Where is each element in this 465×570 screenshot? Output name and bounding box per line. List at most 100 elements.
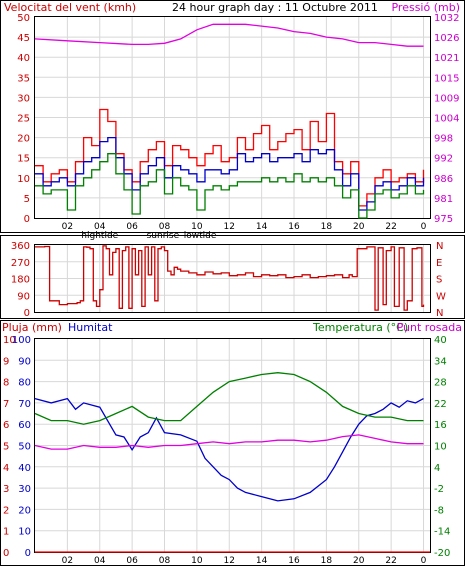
temperature-right-tick-label: 28	[434, 378, 447, 389]
humidity-label: Humitat	[68, 321, 113, 334]
humidity-x-tick-label: 06	[126, 556, 138, 566]
rain-rain-tick-label: 2	[3, 505, 9, 516]
wind-left-tick-label: 5	[24, 194, 30, 205]
wind-x-tick-label: 22	[385, 222, 396, 232]
rain-rain-tick-label: 9	[3, 356, 9, 367]
humidity-left-tick-label: 50	[18, 442, 31, 453]
humidity-x-tick-label: 0	[421, 556, 427, 566]
wind-left-tick-label: 20	[17, 134, 30, 145]
rain-rain-tick-label: 7	[3, 399, 9, 410]
wind-event-lowtide: lowtide	[184, 231, 217, 241]
wind-left-tick-label: 45	[17, 33, 30, 44]
wind-x-tick-label: 16	[288, 222, 300, 232]
pressure-right-tick-label: 1021	[434, 53, 459, 64]
grid-layer	[35, 17, 430, 552]
wind-left-tick-label: 25	[17, 114, 30, 125]
direction-left-tick-label: 270	[11, 258, 30, 269]
wind-series-average	[35, 136, 425, 211]
humidity-left-tick-label: 80	[18, 378, 31, 389]
direction-plot-area	[34, 244, 431, 313]
wind-left-tick-label: 35	[17, 73, 30, 84]
wind-x-tick-label: 08	[159, 222, 171, 232]
humidity-left-tick-label: 70	[18, 399, 31, 410]
humidity-x-tick-label: 12	[224, 556, 235, 566]
humidity-left-tick-label: 20	[18, 505, 31, 516]
direction-left-tick-label: 0	[24, 308, 30, 319]
compass-right-tick-label: N	[436, 241, 443, 252]
graph-title: 24 hour graph day : 11 Octubre 2011	[172, 1, 378, 14]
pressure-right-tick-label: 975	[434, 214, 453, 225]
wind-x-tick-label: 06	[126, 222, 138, 232]
wind-event-sunrise: sunrise	[147, 231, 180, 241]
rain-rain-tick-label: 10	[3, 335, 16, 346]
temperature-right-tick-label: 16	[434, 420, 447, 431]
direction-series	[35, 245, 425, 311]
wind-series-low	[35, 153, 425, 219]
wind-x-tick-label: 02	[62, 222, 73, 232]
pressure-right-tick-label: 1026	[434, 33, 459, 44]
wind-x-tick-label: 20	[353, 222, 365, 232]
humidity-panel-series-1	[34, 397, 424, 502]
pressure-label: Pressió (mb)	[391, 1, 460, 14]
temperature-right-tick-label: 40	[434, 335, 447, 346]
pressure-right-tick-label: 981	[434, 194, 453, 205]
wind-x-tick-label: 12	[224, 222, 235, 232]
wind-x-tick-label: 0	[421, 222, 427, 232]
pressure-right-tick-label: 992	[434, 154, 453, 165]
direction-left-tick-label: 90	[17, 291, 30, 302]
wind-left-tick-label: 50	[17, 13, 30, 24]
wind-left-tick-label: 30	[17, 93, 30, 104]
rain-rain-tick-label: 1	[3, 527, 9, 538]
dew-point-label: Punt rosada	[397, 321, 462, 334]
wind-left-tick-label: 40	[17, 53, 30, 64]
humidity-x-tick-label: 08	[159, 556, 171, 566]
temperature-right-tick-label: -2	[434, 484, 444, 495]
wind-x-tick-label: 10	[191, 222, 203, 232]
pressure-right-tick-label: 1015	[434, 73, 459, 84]
humidity-left-tick-label: 10	[18, 527, 31, 538]
humidity-x-tick-label: 04	[94, 556, 106, 566]
rain-rain-tick-label: 5	[3, 442, 9, 453]
humidity-x-tick-label: 16	[288, 556, 300, 566]
humidity-x-tick-label: 02	[62, 556, 73, 566]
humidity-left-tick-label: 0	[25, 548, 31, 559]
humidity-left-tick-label: 40	[18, 463, 31, 474]
direction-left-tick-label: 180	[11, 275, 30, 286]
rain-rain-tick-label: 6	[3, 420, 9, 431]
humidity-left-tick-label: 100	[12, 335, 31, 346]
wind-x-tick-label: 18	[321, 222, 333, 232]
direction-left-tick-label: 360	[11, 241, 30, 252]
wind-x-tick-label: 04	[94, 222, 106, 232]
rain-rain-tick-label: 8	[3, 378, 9, 389]
wind-left-tick-label: 10	[17, 174, 30, 185]
wind-speed-label: Velocitat del vent (kmh)	[4, 1, 136, 14]
humidity-left-tick-label: 90	[18, 356, 31, 367]
humidity-x-tick-label: 14	[256, 556, 268, 566]
compass-right-tick-label: S	[436, 275, 442, 286]
rain-rain-tick-label: 3	[3, 484, 9, 495]
wind-plot-area	[34, 16, 431, 219]
pressure-right-tick-label: 1009	[434, 93, 459, 104]
humidity-x-tick-label: 22	[385, 556, 396, 566]
pressure-right-tick-label: 1004	[434, 114, 459, 125]
axis-layer: 0510152025303540455097598198699299810041…	[3, 13, 459, 570]
series-layer	[34, 23, 430, 553]
rain-rain-tick-label: 4	[3, 463, 9, 474]
compass-right-tick-label: E	[436, 258, 442, 269]
wind-event-hightide: hightide	[81, 231, 118, 241]
wind-left-tick-label: 15	[17, 154, 30, 165]
pressure-right-tick-label: 998	[434, 134, 453, 145]
temperature-right-tick-label: -14	[434, 527, 450, 538]
humidity-x-tick-label: 10	[191, 556, 203, 566]
wind-left-tick-label: 0	[24, 214, 30, 225]
rain-rain-tick-label: 0	[3, 548, 9, 559]
pressure-right-tick-label: 1032	[434, 13, 459, 24]
temperature-right-tick-label: 34	[434, 356, 447, 367]
wind-series-pressure	[34, 23, 424, 47]
temperature-label: Temperatura (°C)	[312, 321, 408, 334]
temperature-right-tick-label: 22	[434, 399, 447, 410]
temperature-right-tick-label: 4	[434, 463, 440, 474]
compass-right-tick-label: W	[436, 291, 446, 302]
pressure-right-tick-label: 986	[434, 174, 453, 185]
